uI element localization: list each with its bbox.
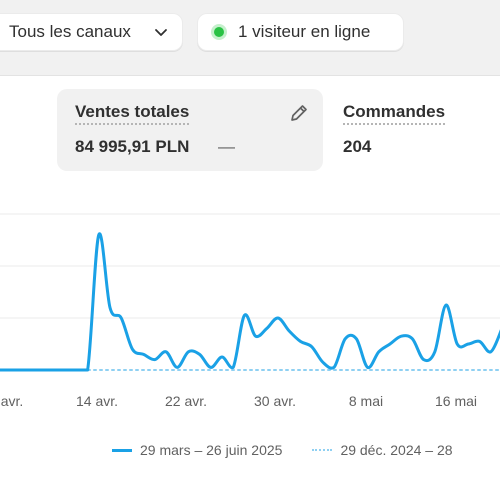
x-tick-label: 22 avr. <box>165 393 207 409</box>
live-status-dot <box>214 27 224 37</box>
metric-total-sales-compare: — <box>218 137 235 156</box>
live-visitors-button[interactable]: 1 visiteur en ligne <box>197 13 404 51</box>
x-tick-label: 16 mai <box>435 393 477 409</box>
channel-filter-label: Tous les canaux <box>9 22 131 41</box>
x-tick-label: 30 avr. <box>254 393 296 409</box>
legend-current-label: 29 mars – 26 juin 2025 <box>140 442 283 458</box>
series-current-line <box>0 232 500 372</box>
channel-filter-button[interactable]: Tous les canaux <box>0 13 183 51</box>
chart-legend: 29 mars – 26 juin 2025 29 déc. 2024 – 28 <box>112 442 453 458</box>
legend-previous-swatch <box>312 449 333 451</box>
metric-total-sales[interactable] <box>57 89 323 171</box>
chevron-down-icon <box>155 29 167 36</box>
metric-orders-value: 204 <box>343 137 372 156</box>
live-visitors-label: 1 visiteur en ligne <box>238 22 371 41</box>
x-tick-label: avr. <box>1 393 24 409</box>
sales-overview-card: Ventes totales 84 995,91 PLN — Commandes… <box>0 75 500 501</box>
pencil-icon[interactable] <box>288 102 310 124</box>
metric-total-sales-title[interactable]: Ventes totales <box>75 102 190 125</box>
legend-current-swatch <box>112 448 132 452</box>
metric-total-sales-value: 84 995,91 PLN <box>75 137 190 156</box>
legend-previous-label: 29 déc. 2024 – 28 <box>340 442 453 458</box>
x-tick-label: 8 mai <box>349 393 383 409</box>
sales-line-chart: avr. 14 avr. 22 avr. 30 avr. 8 mai 16 mai <box>0 213 500 409</box>
metric-orders-title[interactable]: Commandes <box>343 102 446 125</box>
x-tick-label: 14 avr. <box>76 393 118 409</box>
